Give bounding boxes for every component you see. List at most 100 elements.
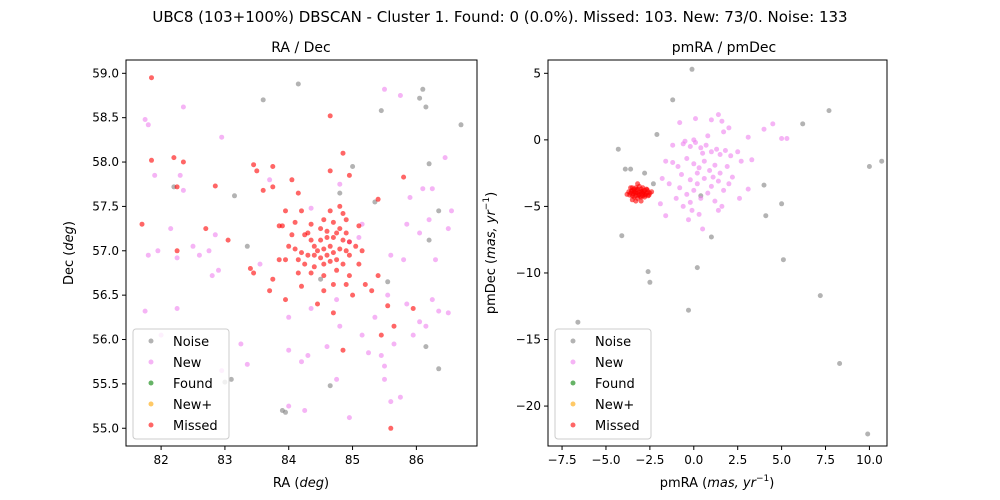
missed-point bbox=[260, 187, 266, 193]
missed-point bbox=[324, 252, 330, 258]
new-point bbox=[680, 203, 686, 209]
missed-point bbox=[391, 323, 397, 329]
noise-point bbox=[779, 201, 785, 207]
new-point bbox=[206, 248, 212, 254]
new-point bbox=[701, 176, 707, 181]
noise-point bbox=[865, 431, 871, 437]
missed-point bbox=[254, 168, 260, 174]
missed-point bbox=[289, 177, 295, 183]
new-point bbox=[691, 137, 697, 143]
missed-point bbox=[311, 252, 317, 258]
noise-point bbox=[228, 376, 234, 382]
missed-point bbox=[330, 250, 336, 256]
noise-point bbox=[689, 66, 695, 72]
noise-point bbox=[260, 97, 266, 103]
new-point bbox=[659, 176, 665, 181]
noise-point bbox=[350, 164, 356, 169]
legend-new-marker bbox=[570, 401, 576, 407]
ra-dec-points bbox=[139, 75, 464, 431]
noise-point bbox=[423, 104, 429, 110]
new-point bbox=[346, 415, 352, 421]
ra-dec-panel: RA / Dec 82 83 84 85 86 55.0 55.5 56.0 56.5 57.0 5… bbox=[62, 40, 478, 491]
y-tick-label: 56.0 bbox=[92, 333, 119, 347]
missed-point bbox=[295, 270, 301, 276]
legend-missed-marker bbox=[148, 422, 154, 428]
legend-new-marker bbox=[148, 401, 154, 407]
new-point bbox=[745, 134, 751, 140]
missed-point bbox=[305, 230, 311, 236]
new-point bbox=[677, 120, 683, 126]
missed-point bbox=[171, 155, 177, 161]
legend-box bbox=[554, 328, 652, 440]
new-point bbox=[334, 297, 340, 303]
new-point bbox=[324, 344, 330, 350]
new-point bbox=[257, 261, 263, 267]
pm-plot-frame bbox=[547, 59, 888, 447]
noise-point bbox=[244, 243, 250, 249]
new-point bbox=[701, 158, 707, 164]
noise-point bbox=[761, 182, 767, 188]
figure-suptitle: UBC8 (103+100%) DBSCAN - Cluster 1. Foun… bbox=[152, 8, 847, 26]
missed-point bbox=[334, 267, 340, 273]
missed-point bbox=[346, 273, 352, 279]
missed-point bbox=[321, 246, 327, 252]
legend-new-label: New+ bbox=[595, 398, 634, 413]
new-point bbox=[423, 323, 429, 329]
new-point bbox=[433, 257, 438, 263]
new-point bbox=[712, 162, 718, 168]
noise-point bbox=[436, 366, 442, 372]
missed-point bbox=[356, 261, 362, 267]
missed-point bbox=[251, 162, 257, 168]
x-tick-label: 5.0 bbox=[772, 453, 791, 467]
y-tick-label: 55.0 bbox=[92, 421, 119, 435]
noise-point bbox=[622, 166, 628, 172]
new-point bbox=[673, 195, 679, 201]
missed-point bbox=[337, 203, 343, 209]
missed-point bbox=[337, 246, 343, 252]
missed-point bbox=[279, 223, 285, 229]
legend-missed-label: Missed bbox=[595, 419, 640, 434]
legend-box bbox=[132, 328, 230, 440]
missed-point bbox=[283, 208, 288, 214]
noise-point bbox=[647, 279, 653, 285]
missed-point bbox=[292, 246, 298, 252]
new-point bbox=[717, 152, 723, 157]
new-point bbox=[715, 178, 721, 184]
new-point bbox=[737, 195, 742, 201]
missed-point bbox=[334, 257, 340, 263]
missed-point bbox=[635, 181, 641, 187]
noise-point bbox=[318, 276, 324, 282]
new-point bbox=[684, 191, 690, 197]
noise-point bbox=[628, 166, 634, 172]
noise-point bbox=[763, 213, 769, 219]
missed-point bbox=[343, 248, 349, 254]
missed-point bbox=[247, 266, 253, 271]
missed-point bbox=[346, 239, 352, 245]
missed-point bbox=[340, 150, 346, 156]
noise-point bbox=[694, 265, 700, 271]
new-point bbox=[694, 181, 700, 187]
new-point bbox=[728, 153, 734, 159]
missed-point bbox=[318, 255, 324, 261]
new-point bbox=[761, 126, 767, 132]
new-point bbox=[397, 394, 403, 400]
new-point bbox=[722, 148, 728, 153]
missed-point bbox=[318, 237, 324, 243]
new-point bbox=[714, 146, 720, 152]
missed-point bbox=[139, 221, 145, 227]
noise-point bbox=[645, 269, 651, 275]
legend-missed-label: Missed bbox=[173, 419, 218, 434]
new-point bbox=[429, 186, 435, 192]
missed-point bbox=[315, 248, 320, 254]
new-point bbox=[378, 353, 384, 358]
x-tick-label: 10.0 bbox=[856, 453, 883, 467]
noise-point bbox=[232, 193, 237, 199]
y-tick-label: 5 bbox=[533, 66, 541, 80]
new-point bbox=[168, 226, 174, 232]
new-point bbox=[729, 174, 735, 180]
y-tick-label: −15 bbox=[516, 333, 541, 347]
missed-point bbox=[299, 208, 304, 214]
missed-point bbox=[302, 261, 308, 267]
missed-point bbox=[643, 192, 648, 198]
